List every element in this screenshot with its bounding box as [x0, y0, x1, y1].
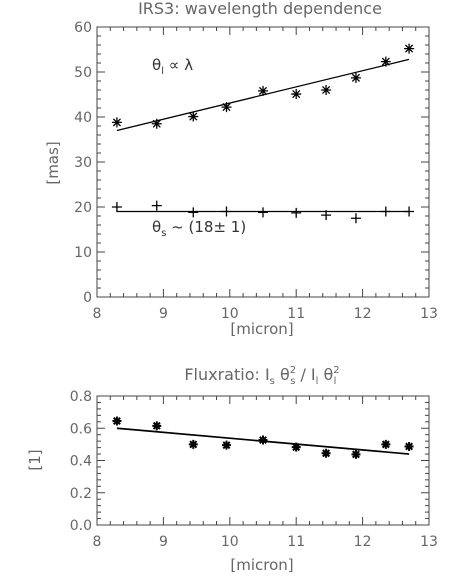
top-y-tick-label: 50: [74, 65, 92, 81]
top-series-1-point: [221, 206, 232, 217]
top-series-1-point: [404, 206, 415, 217]
bottom-x-tick-label: 8: [93, 534, 102, 550]
bottom-y-tick-label: 0.8: [70, 389, 92, 405]
top-series-1-point: [321, 210, 332, 221]
top-series-0-point: [151, 118, 162, 129]
top-y-tick-label: 0: [83, 290, 92, 306]
bottom-x-tick-label: 13: [420, 534, 438, 550]
top-series-0-point: [350, 72, 361, 83]
bottom-x-tick-label: 12: [354, 534, 372, 550]
top-x-axis-label: [micron]: [230, 320, 293, 338]
bottom-series-0-point: [152, 421, 162, 431]
bottom-series-0-point: [351, 449, 361, 459]
bottom-x-tick-label: 9: [159, 534, 168, 550]
bottom-plot-frame: [96, 395, 430, 526]
top-series-0-point: [188, 111, 199, 122]
top-series-0-point: [404, 43, 415, 54]
top-y-tick-label: 10: [74, 245, 92, 261]
bottom-series-0-point: [291, 442, 301, 452]
bottom-series-0-point: [404, 441, 414, 451]
top-y-axis-label: [mas]: [44, 141, 62, 184]
bottom-series-0-point: [258, 435, 268, 445]
top-series-0-point: [221, 102, 232, 113]
top-x-tick-label: 8: [93, 306, 102, 322]
top-x-tick-label: 11: [287, 306, 305, 322]
top-x-tick-label: 12: [354, 306, 372, 322]
top-x-tick-label: 10: [221, 306, 239, 322]
bottom-x-tick-label: 11: [287, 534, 305, 550]
bottom-x-tick-label: 10: [221, 534, 239, 550]
top-y-tick-label: 30: [74, 155, 92, 171]
top-x-tick-label: 13: [420, 306, 438, 322]
top-series-0-point: [111, 117, 122, 128]
top-y-tick-label: 20: [74, 200, 92, 216]
bottom-series-0-point: [221, 440, 231, 450]
top-series-1-point: [188, 207, 199, 218]
bottom-y-tick-label: 0.6: [70, 421, 92, 437]
bottom-y-tick-label: 0.2: [70, 486, 92, 502]
bottom-series-0-point: [381, 439, 391, 449]
top-chart-title: IRS3: wavelength dependence: [138, 0, 382, 18]
top-series-0-point: [258, 85, 268, 96]
bottom-series-0-point: [188, 439, 198, 449]
top-series-1-point: [350, 213, 361, 224]
bottom-series-0-point: [112, 416, 122, 426]
top-series-1-point: [258, 207, 268, 218]
top-series-0-point: [291, 89, 302, 100]
bottom-y-axis-label: [1]: [26, 449, 44, 470]
top-series-1-point: [111, 202, 122, 212]
top-annotation-theta-l: θl ∝ λ: [152, 56, 193, 77]
bottom-chart-title: Fluxratio: Is θ2 s / Il θ2 l: [184, 365, 339, 387]
top-panel: IRS3: wavelength dependence 8 9 10 11 12 13 0 1…: [44, 0, 438, 338]
top-series-0-point: [321, 85, 332, 95]
bottom-panel: Fluxratio: Is θ2 s / Il θ2 l 8 9 10 11 12 13 0.0…: [26, 365, 438, 574]
top-x-tick-label: 9: [159, 306, 168, 322]
bottom-x-axis-label: [micron]: [230, 556, 293, 574]
top-plot-frame: [96, 26, 430, 298]
bottom-y-tick-label: 0.4: [70, 454, 92, 470]
top-series-1-point: [380, 206, 391, 217]
top-series-1-point: [151, 200, 162, 211]
bottom-y-tick-label: 0.0: [70, 518, 92, 534]
top-series-1-point: [291, 207, 302, 218]
bottom-series-0-point: [321, 448, 331, 458]
top-y-tick-label: 40: [74, 110, 92, 126]
top-y-tick-label: 60: [74, 20, 92, 36]
top-series-0-point: [380, 56, 391, 67]
top-annotation-theta-s: θs ~ (18± 1): [152, 218, 246, 239]
